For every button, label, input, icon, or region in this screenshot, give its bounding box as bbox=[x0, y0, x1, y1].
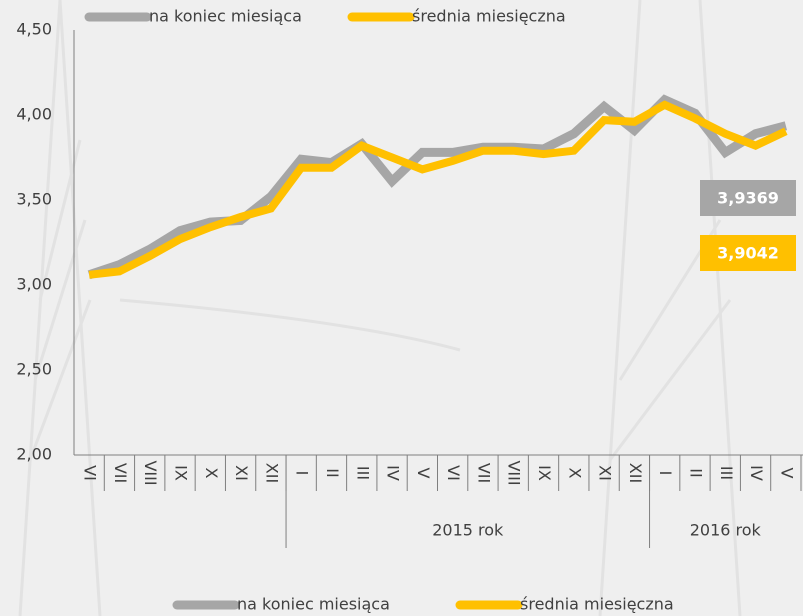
value-label: 3,9369 bbox=[717, 189, 779, 208]
x-tick-label: VIII bbox=[141, 460, 160, 485]
x-tick-label: VI bbox=[444, 465, 463, 481]
legend-label: średnia miesięczna bbox=[412, 7, 566, 26]
x-tick-label: IV bbox=[384, 465, 403, 481]
x-tick-label: VIII bbox=[505, 460, 524, 485]
y-tick-label: 2,00 bbox=[16, 445, 52, 464]
y-tick-label: 2,50 bbox=[16, 360, 52, 379]
value-label: 3,9042 bbox=[717, 244, 779, 263]
series-line bbox=[87, 94, 787, 280]
x-tick-label: IV bbox=[747, 465, 766, 481]
x-tick-label: II bbox=[686, 468, 705, 477]
x-tick-label: X bbox=[202, 468, 221, 479]
x-tick-label: XI bbox=[596, 465, 615, 481]
x-tick-label: XII bbox=[262, 463, 281, 483]
value-label-box bbox=[700, 235, 796, 271]
x-tick-label: III bbox=[353, 466, 372, 480]
legend-label: średnia miesięczna bbox=[520, 595, 674, 614]
y-tick-label: 4,50 bbox=[16, 20, 52, 39]
y-tick-label: 3,50 bbox=[16, 190, 52, 209]
background-pylons bbox=[18, 0, 742, 616]
x-tick-label: VII bbox=[474, 463, 493, 483]
x-tick-label: XII bbox=[626, 463, 645, 483]
x-tick-label: VII bbox=[111, 463, 130, 483]
legend-label: na koniec miesiąca bbox=[149, 7, 302, 26]
legend-label: na koniec miesiąca bbox=[237, 595, 390, 614]
x-tick-label: VI bbox=[81, 465, 100, 481]
x-tick-label: V bbox=[414, 468, 433, 479]
x-tick-label: IX bbox=[172, 465, 191, 481]
x-tick-label: IX bbox=[535, 465, 554, 481]
x-tick-label: X bbox=[565, 468, 584, 479]
x-tick-label: II bbox=[323, 468, 342, 477]
x-tick-label: I bbox=[656, 471, 675, 476]
x-tick-label: V bbox=[777, 468, 796, 479]
y-tick-label: 4,00 bbox=[16, 105, 52, 124]
series-line bbox=[88, 100, 788, 279]
group-label: 2015 rok bbox=[432, 521, 504, 540]
group-label: 2016 rok bbox=[690, 521, 762, 540]
y-tick-label: 3,00 bbox=[16, 275, 52, 294]
x-tick-label: III bbox=[717, 466, 736, 480]
value-label-box bbox=[700, 180, 796, 216]
x-tick-label: I bbox=[293, 471, 312, 476]
x-tick-label: XI bbox=[232, 465, 251, 481]
